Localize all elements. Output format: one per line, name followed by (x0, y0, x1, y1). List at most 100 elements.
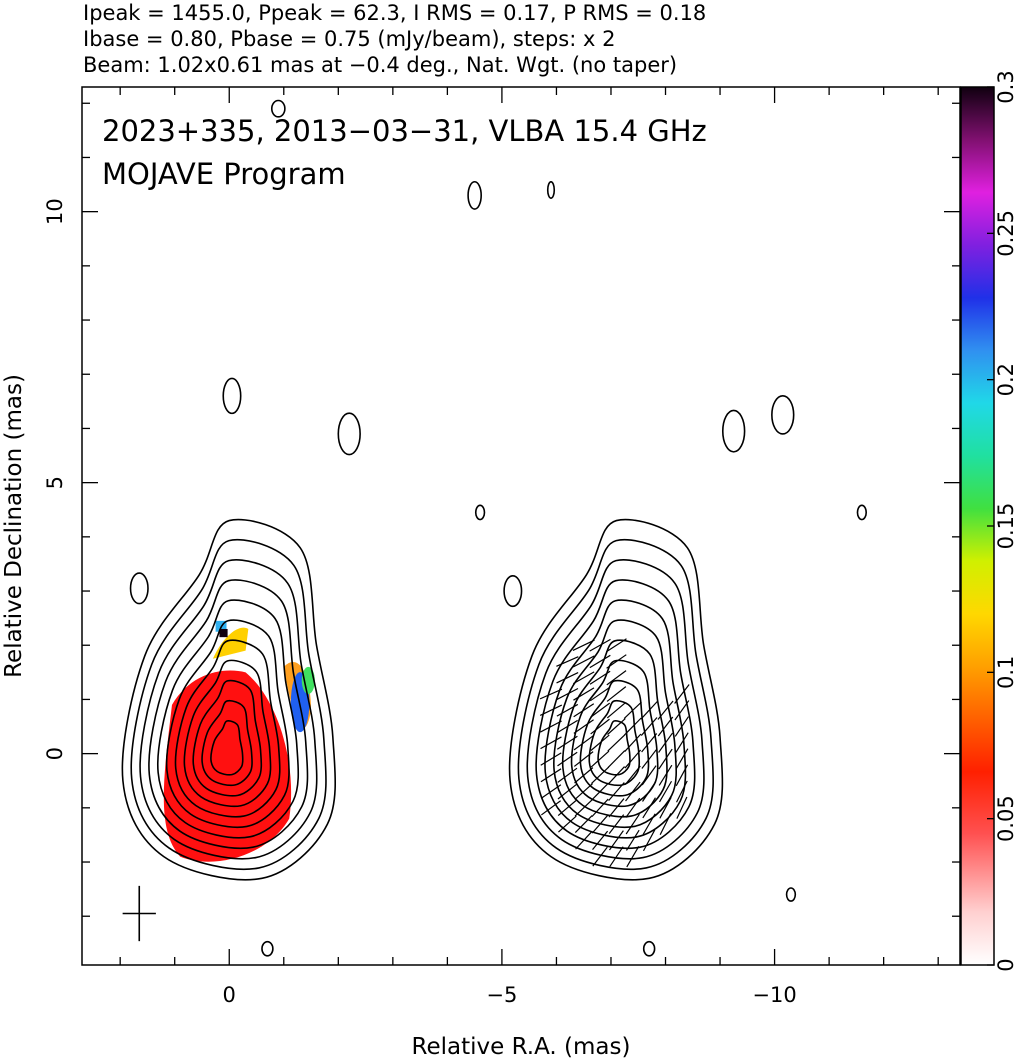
polarization-vector-92 (540, 736, 562, 750)
noise-contour-6 (503, 574, 523, 608)
polarization-vector-54 (591, 782, 609, 801)
polarization-vector-69 (573, 751, 594, 767)
polarization-vector-39 (608, 798, 625, 818)
polarization-vector-13 (658, 748, 673, 770)
polarization-vector-58 (590, 718, 610, 735)
chart-subtitle: MOJAVE Program (102, 157, 346, 191)
header-line-3: Beam: 1.02x0.61 mas at −0.4 deg., Nat. W… (83, 53, 677, 77)
polarization-vector-95 (539, 688, 563, 700)
polarization-vector-9 (659, 813, 672, 836)
noise-contour-3 (467, 180, 482, 210)
polarization-vector-26 (626, 845, 640, 868)
contour-level-1-10 (201, 699, 253, 787)
colorbar-tick-label-4: 0.15 (994, 503, 1018, 550)
contour-level-2-2 (517, 538, 714, 870)
polarization-vector-60 (589, 686, 611, 702)
polarization-vector-64 (575, 831, 593, 850)
polarization-vector-42 (607, 750, 626, 768)
polarization-vector-51 (592, 830, 609, 850)
noise-contour-13 (642, 940, 656, 957)
polarization-vector-81 (557, 751, 578, 767)
polarization-vector-48 (606, 654, 627, 669)
noise-contour-11 (785, 887, 797, 902)
polarization-vector-79 (557, 783, 578, 800)
polarization-vector-56 (590, 750, 610, 768)
polarization-vector-21 (641, 765, 657, 786)
noise-contour-9 (771, 395, 795, 435)
x-tick-label-3: −10 (752, 983, 796, 1007)
x-tick-label-1: 0 (223, 983, 236, 1007)
polarization-vector-1 (676, 796, 688, 819)
polarization-vector-14 (658, 732, 673, 753)
polarization-vector-74 (572, 671, 595, 685)
colorbar-tick-label-2: 0.05 (994, 795, 1018, 842)
colorbar-tick-label-6: 0.25 (994, 210, 1018, 257)
polarization-vector-31 (624, 765, 641, 785)
polarization-vector-43 (607, 734, 626, 752)
polarization-vector-50 (592, 846, 608, 867)
noise-contour-4 (546, 180, 556, 199)
noise-contour-10 (856, 504, 868, 521)
noise-contour-8 (721, 409, 746, 453)
polarization-vector-30 (625, 781, 641, 802)
polarization-vector-52 (591, 814, 609, 834)
polarization-vector-78 (557, 799, 577, 816)
polarization-vector-73 (573, 687, 595, 701)
polarization-vector-6 (674, 716, 690, 737)
polarization-vector-90 (540, 768, 562, 783)
polarization-vector-75 (572, 655, 595, 668)
colorbar-tick-label-7: 0.3 (994, 70, 1018, 103)
plot-frame (81, 86, 961, 966)
polarization-vector-65 (574, 815, 593, 834)
polarization-vector-63 (589, 638, 611, 652)
contour-level-2-7 (561, 639, 668, 818)
contour-level-1-9 (192, 679, 263, 797)
polarization-vector-53 (591, 798, 609, 818)
polarization-vector-12 (658, 764, 673, 786)
polarization-vector-80 (557, 767, 578, 783)
polarization-vector-94 (539, 704, 563, 717)
noise-contour-7 (129, 572, 149, 605)
x-tick-label-2: −5 (486, 983, 517, 1007)
polarization-vector-47 (606, 670, 627, 686)
contour-level-2-6 (553, 619, 678, 829)
polarization-vector-2 (676, 780, 688, 803)
contour-level-2-4 (535, 579, 696, 849)
header-line-2: Ibase = 0.80, Pbase = 0.75 (mJy/beam), s… (83, 27, 615, 51)
contour-level-2-3 (526, 559, 705, 860)
contour-level-2-1 (508, 518, 724, 881)
plot-area (121, 99, 868, 957)
polarization-vector-27 (625, 829, 640, 851)
chart-title: 2023+335, 2013−03−31, VLBA 15.4 GHz (102, 114, 707, 148)
polarization-vector-19 (642, 797, 656, 819)
y-tick-label-1: 0 (43, 747, 67, 760)
polarization-vector-38 (608, 814, 625, 834)
polarization-vector-11 (658, 780, 673, 803)
polarization-vector-20 (642, 781, 657, 802)
polarization-vector-84 (556, 703, 579, 717)
polarization-vector-45 (606, 702, 626, 719)
polarization-vector-66 (574, 799, 593, 817)
polarization-core-patch (163, 670, 292, 862)
y-axis-label: Relative Declination (mas) (1, 374, 27, 678)
polarization-vector-61 (589, 670, 611, 685)
polarization-vector-82 (556, 735, 578, 750)
polarization-vector-55 (591, 766, 610, 784)
colorbar-tick-label-3: 0.1 (994, 656, 1018, 689)
colorbar-tick-label-1: 0 (994, 958, 1018, 971)
contour-level-1-4 (148, 579, 309, 849)
polarization-vector-77 (558, 815, 577, 833)
contour-level-2-5 (544, 599, 687, 839)
polarization-vector-35 (623, 701, 642, 719)
colorbar-tick-label-5: 0.2 (994, 363, 1018, 396)
polarization-vector-67 (574, 783, 594, 800)
contour-level-1-7 (174, 639, 281, 818)
polarization-vector-62 (589, 654, 611, 669)
polarization-vector-24 (640, 717, 658, 736)
polarization-vector-17 (642, 829, 656, 852)
axis-ticks: 0 −5 −10 0 5 10 (43, 87, 960, 1007)
polarization-vector-16 (657, 700, 674, 720)
polarization-vector-8 (674, 684, 690, 704)
polarization-vector-15 (657, 716, 674, 737)
